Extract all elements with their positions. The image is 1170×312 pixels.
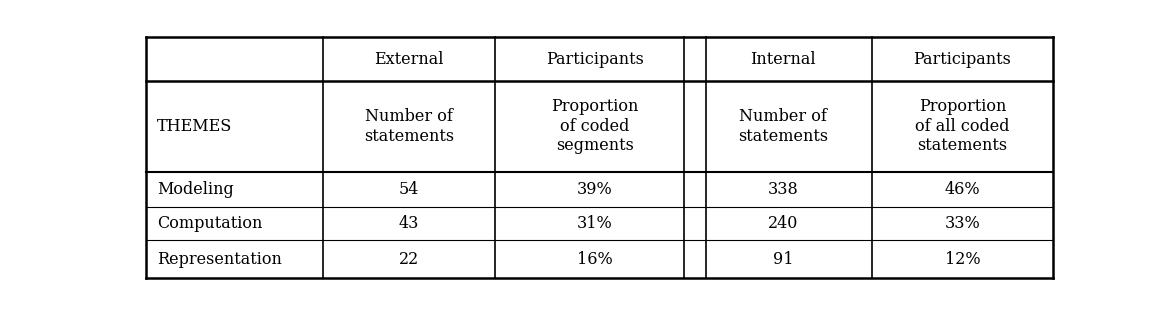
Text: Proportion
of coded
segments: Proportion of coded segments [551,98,639,154]
Text: 91: 91 [773,251,793,268]
Text: Modeling: Modeling [157,181,234,198]
Text: 31%: 31% [577,215,613,232]
Text: 22: 22 [399,251,419,268]
Text: 33%: 33% [944,215,980,232]
Text: Number of
statements: Number of statements [364,108,454,145]
Text: 16%: 16% [577,251,613,268]
Text: 240: 240 [768,215,798,232]
Text: Computation: Computation [157,215,262,232]
Text: 39%: 39% [577,181,613,198]
Text: 338: 338 [768,181,799,198]
Text: Proportion
of all coded
statements: Proportion of all coded statements [915,98,1010,154]
Text: Number of
statements: Number of statements [738,108,828,145]
Text: 54: 54 [399,181,419,198]
Text: 12%: 12% [944,251,980,268]
Text: Representation: Representation [157,251,282,268]
Text: Participants: Participants [546,51,644,68]
Text: External: External [374,51,443,68]
Text: 43: 43 [399,215,419,232]
Text: 46%: 46% [944,181,980,198]
Text: Participants: Participants [914,51,1011,68]
Text: THEMES: THEMES [157,118,233,135]
Text: Internal: Internal [750,51,815,68]
